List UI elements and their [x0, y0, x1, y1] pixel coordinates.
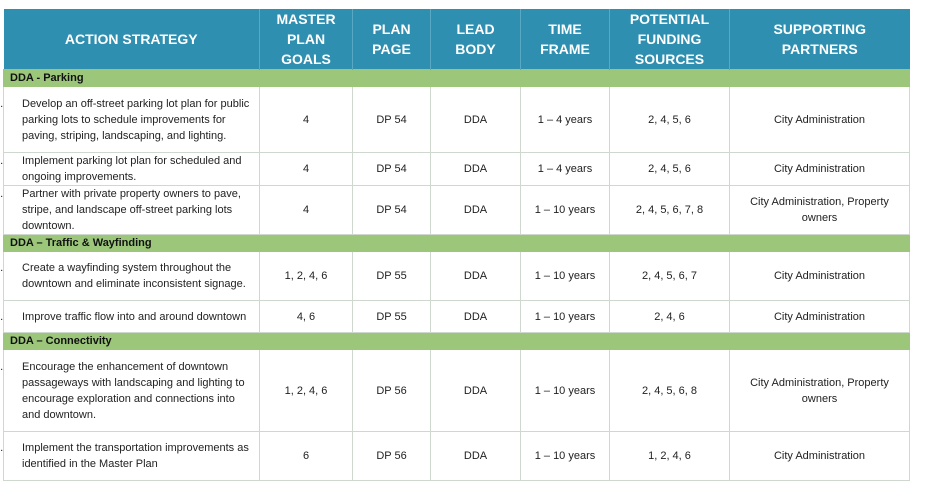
funding-cell: 2, 4, 5, 6, 7, 8	[609, 185, 730, 235]
action-cell: 1. Encourage the enhancement of downtown …	[0, 349, 260, 432]
header-supporting-partners: SUPPORTING PARTNERS	[729, 9, 910, 70]
action-text: Improve traffic flow into and around dow…	[22, 310, 247, 323]
table-row: 2. Implement parking lot plan for schedul…	[0, 152, 910, 186]
section-row-traffic-wayfinding: DDA – Traffic & Wayfinding	[3, 234, 910, 252]
funding-cell: 1, 2, 4, 6	[609, 431, 730, 481]
time-cell: 1 – 10 years	[520, 300, 610, 333]
time-cell: 1 – 4 years	[520, 152, 610, 186]
partners-cell: City Administration	[729, 431, 910, 481]
page-cell: DP 54	[352, 185, 431, 235]
table-row: 1. Create a wayfinding system throughout …	[0, 251, 910, 301]
action-cell: 2. Implement the transportation improveme…	[0, 431, 260, 481]
lead-cell: DDA	[430, 300, 521, 333]
goals-cell: 4, 6	[259, 300, 353, 333]
header-master-plan-goals: MASTER PLAN GOALS	[259, 9, 353, 70]
page-cell: DP 54	[352, 152, 431, 186]
action-cell: 3. Partner with private property owners t…	[0, 185, 260, 235]
goals-cell: 1, 2, 4, 6	[259, 349, 353, 432]
time-cell: 1 – 4 years	[520, 86, 610, 153]
action-text: Implement the transportation improvement…	[22, 442, 249, 470]
time-cell: 1 – 10 years	[520, 185, 610, 235]
action-plan-table: ACTION STRATEGY MASTER PLAN GOALS PLAN P…	[0, 9, 910, 481]
action-text: Create a wayfinding system throughout th…	[22, 262, 246, 290]
partners-cell: City Administration, Property owners	[729, 349, 910, 432]
funding-cell: 2, 4, 5, 6, 7	[609, 251, 730, 301]
lead-cell: DDA	[430, 86, 521, 153]
funding-cell: 2, 4, 6	[609, 300, 730, 333]
time-cell: 1 – 10 years	[520, 251, 610, 301]
item-number: 1.	[0, 97, 4, 110]
section-title: DDA – Traffic & Wayfinding	[3, 234, 910, 252]
item-number: 1.	[0, 262, 4, 274]
section-row-parking: DDA - Parking	[3, 69, 910, 87]
goals-cell: 1, 2, 4, 6	[259, 251, 353, 301]
page-cell: DP 55	[352, 300, 431, 333]
header-action-strategy: ACTION STRATEGY	[3, 9, 260, 70]
lead-cell: DDA	[430, 349, 521, 432]
page-cell: DP 56	[352, 349, 431, 432]
goals-cell: 4	[259, 86, 353, 153]
page-cell: DP 55	[352, 251, 431, 301]
action-plan-table-container: ACTION STRATEGY MASTER PLAN GOALS PLAN P…	[0, 9, 910, 481]
header-row: ACTION STRATEGY MASTER PLAN GOALS PLAN P…	[3, 9, 910, 70]
lead-cell: DDA	[430, 152, 521, 186]
header-funding-sources: POTENTIAL FUNDING SOURCES	[609, 9, 730, 70]
goals-cell: 6	[259, 431, 353, 481]
page-cell: DP 56	[352, 431, 431, 481]
goals-cell: 4	[259, 152, 353, 186]
lead-cell: DDA	[430, 251, 521, 301]
item-number: 2.	[0, 442, 4, 454]
section-row-connectivity: DDA – Connectivity	[3, 332, 910, 350]
table-row: 2. Improve traffic flow into and around d…	[0, 300, 910, 333]
table-row: 3. Partner with private property owners t…	[0, 185, 910, 235]
funding-cell: 2, 4, 5, 6	[609, 152, 730, 186]
time-cell: 1 – 10 years	[520, 431, 610, 481]
action-text: Partner with private property owners to …	[22, 188, 241, 232]
lead-cell: DDA	[430, 431, 521, 481]
lead-cell: DDA	[430, 185, 521, 235]
funding-cell: 2, 4, 5, 6, 8	[609, 349, 730, 432]
action-text: Implement parking lot plan for scheduled…	[22, 155, 242, 183]
action-text: Encourage the enhancement of downtown pa…	[22, 360, 245, 421]
action-cell: 1. Develop an off-street parking lot plan…	[0, 86, 260, 153]
page-cell: DP 54	[352, 86, 431, 153]
partners-cell: City Administration	[729, 300, 910, 333]
partners-cell: City Administration, Property owners	[729, 185, 910, 235]
header-lead-body: LEAD BODY	[430, 9, 521, 70]
funding-cell: 2, 4, 5, 6	[609, 86, 730, 153]
item-number: 1.	[0, 360, 4, 373]
header-plan-page: PLAN PAGE	[352, 9, 431, 70]
section-title: DDA – Connectivity	[3, 332, 910, 350]
partners-cell: City Administration	[729, 86, 910, 153]
item-number: 2.	[0, 155, 4, 167]
section-title: DDA - Parking	[3, 69, 910, 87]
header-time-frame: TIME FRAME	[520, 9, 610, 70]
item-number: 3.	[0, 188, 4, 200]
action-cell: 2. Improve traffic flow into and around d…	[0, 300, 260, 333]
item-number: 2.	[0, 310, 4, 323]
action-cell: 2. Implement parking lot plan for schedul…	[0, 152, 260, 186]
partners-cell: City Administration	[729, 152, 910, 186]
action-cell: 1. Create a wayfinding system throughout …	[0, 251, 260, 301]
goals-cell: 4	[259, 185, 353, 235]
table-row: 1. Encourage the enhancement of downtown …	[0, 349, 910, 432]
table-row: 1. Develop an off-street parking lot plan…	[0, 86, 910, 153]
table-row: 2. Implement the transportation improveme…	[0, 431, 910, 481]
partners-cell: City Administration	[729, 251, 910, 301]
time-cell: 1 – 10 years	[520, 349, 610, 432]
action-text: Develop an off-street parking lot plan f…	[22, 97, 250, 142]
